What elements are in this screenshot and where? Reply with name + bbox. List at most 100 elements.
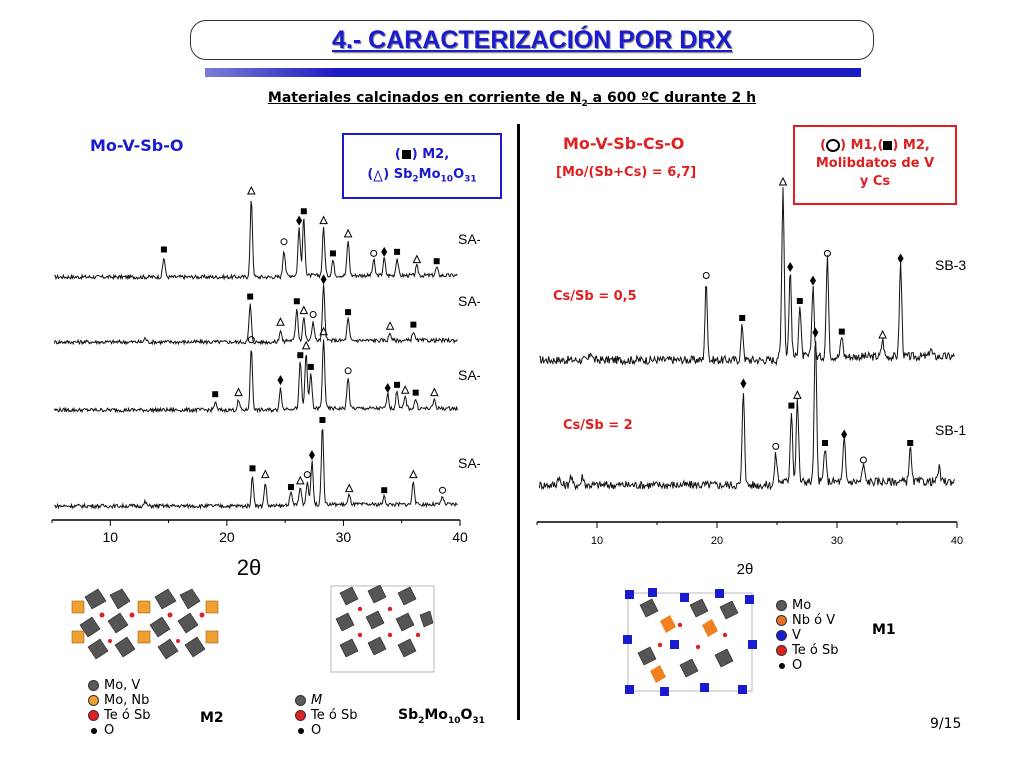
peak-square-marker: [838, 328, 845, 335]
peak-diamond-marker: [897, 253, 904, 264]
gray-ball-icon: [776, 600, 787, 611]
legend-m1-text: ) M1,(: [840, 138, 884, 153]
series-line: [54, 200, 458, 281]
m1-legend-item: Mo: [776, 598, 838, 613]
peak-square-marker: [249, 465, 256, 472]
panel-divider: [517, 124, 520, 720]
red-ball-icon: [88, 710, 99, 721]
right-heading: Mo-V-Sb-Cs-O: [563, 134, 685, 153]
legend-m2-line: ( ) M2,: [344, 145, 500, 165]
blue-ball-icon: [776, 630, 787, 641]
peak-circle-marker: [303, 471, 311, 479]
peak-square-marker: [212, 391, 219, 398]
sb-label-s1: 2: [418, 715, 425, 726]
sb-legend-item: O: [295, 723, 357, 738]
m1-legend: Mo Nb ó V V Te ó Sb O: [776, 598, 838, 673]
peak-square-marker: [410, 321, 417, 328]
x-tick-label: 10: [591, 535, 603, 547]
legend-m1-open: (: [820, 138, 827, 153]
square-icon: [401, 150, 411, 159]
square-icon: [883, 141, 893, 150]
x-tick-label: 30: [336, 529, 352, 545]
m1-legend-label: V: [792, 628, 801, 643]
m1-legend-label: Mo: [792, 598, 812, 613]
peak-diamond-marker: [787, 262, 794, 272]
sb-legend-item: Te ó Sb: [295, 708, 357, 723]
peak-diamond-marker: [841, 429, 848, 440]
peak-square-marker: [247, 293, 254, 300]
m2-structure-image: [70, 585, 220, 665]
legend-m2-open: (: [394, 147, 401, 162]
peak-square-marker: [319, 417, 326, 423]
peak-circle-marker: [823, 249, 831, 257]
title-box: 4.- CARACTERIZACIÓN POR DRX: [190, 20, 874, 60]
peak-square-marker: [329, 250, 336, 257]
m1-legend-label: Nb ó V: [792, 613, 836, 628]
subtitle-suffix: a 600 ºC durante 2 h: [587, 90, 757, 106]
orange-ball-icon: [88, 695, 99, 706]
peak-diamond-marker: [296, 215, 303, 226]
peak-circle-marker: [280, 238, 288, 246]
sb-legend-item: M: [295, 693, 357, 708]
peak-triangle-marker: [319, 215, 328, 225]
legend-sb-sub1: 2: [412, 174, 419, 185]
peak-triangle-marker: [295, 475, 305, 485]
m1-legend-item: Nb ó V: [776, 613, 838, 628]
black-dot-icon: [298, 727, 304, 734]
m2-legend-item: Mo, V: [88, 678, 150, 693]
sb2mo10o31-structure-image: [330, 585, 435, 673]
title-underline-bar: [205, 68, 861, 77]
peak-square-marker: [394, 248, 401, 255]
x-tick-label: 10: [102, 529, 118, 545]
m2-legend: Mo, V Mo, Nb Te ó Sb O: [88, 678, 150, 738]
peak-square-marker: [822, 440, 828, 446]
label-cs-sb-2: Cs/Sb = 2: [563, 418, 633, 433]
left-legend-box: () M2, () Sb2Mo10O31: [342, 133, 502, 199]
peak-diamond-marker: [308, 450, 315, 461]
right-xrd-chart: 10 20 30 40 2θ SB-3 SB-1: [536, 176, 966, 578]
series-label: SA-2: [458, 367, 480, 383]
sb-legend-label: M: [311, 693, 323, 708]
peak-square-marker: [907, 440, 914, 446]
m2-legend-item: O: [88, 723, 150, 738]
peak-triangle-marker: [793, 390, 802, 399]
m1-legend-label: O: [792, 658, 803, 673]
sb2mo10o31-label: Sb2Mo10O31: [398, 707, 485, 726]
sb-label-s2: 10: [447, 715, 461, 726]
slide-title: 4.- CARACTERIZACIÓN POR DRX: [331, 25, 732, 54]
peak-square-marker: [160, 246, 167, 253]
series-label: SA-3: [458, 293, 480, 309]
peak-diamond-marker: [740, 378, 747, 389]
peak-square-marker: [433, 258, 440, 265]
legend-m2-text: ) M2,: [411, 147, 450, 162]
m1-legend-label: Te ó Sb: [792, 643, 839, 658]
m2-legend-item: Te ó Sb: [88, 708, 150, 723]
x-tick-label: 30: [831, 535, 843, 547]
peak-circle-marker: [859, 456, 867, 464]
legend-sb-open: (: [367, 167, 374, 182]
peak-circle-marker: [344, 367, 352, 375]
sb-legend-label: Te ó Sb: [311, 708, 358, 723]
peak-triangle-marker: [400, 385, 410, 394]
subtitle-prefix: Materiales calcinados en corriente de N: [267, 90, 582, 106]
x-tick-label: 40: [951, 535, 963, 547]
peak-square-marker: [345, 309, 352, 316]
m1-structure-image: [623, 588, 757, 696]
m2-legend-label: Mo, V: [104, 678, 141, 693]
triangle-icon: [373, 169, 384, 181]
right-legend-box: () M1,() M2, Molibdatos de V y Cs: [793, 125, 957, 205]
legend-sb-formula: ) Sb: [383, 167, 413, 182]
peak-triangle-marker: [276, 317, 285, 326]
peak-circle-marker: [247, 336, 255, 344]
series-label: SB-1: [935, 422, 966, 438]
peak-square-marker: [297, 352, 304, 359]
m2-legend-label: Mo, Nb: [104, 693, 150, 708]
peak-square-marker: [412, 389, 419, 396]
slide-subtitle: Materiales calcinados en corriente de N2…: [0, 90, 1024, 109]
series-line: [538, 341, 955, 491]
legend-sb-sub3: 31: [464, 174, 477, 185]
legend-sb-o: O: [453, 167, 465, 182]
x-axis-label: 2θ: [237, 555, 261, 580]
peak-triangle-marker: [247, 185, 256, 195]
peak-diamond-marker: [381, 246, 388, 257]
